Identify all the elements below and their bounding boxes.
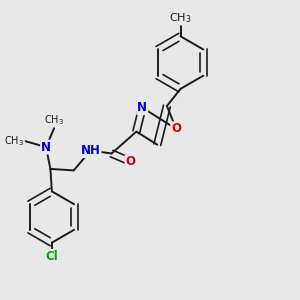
Text: O: O — [125, 155, 136, 168]
Text: Cl: Cl — [46, 250, 58, 263]
Text: CH$_3$: CH$_3$ — [44, 113, 64, 127]
Text: CH$_3$: CH$_3$ — [4, 134, 24, 148]
Text: N: N — [41, 141, 51, 154]
Text: CH$_3$: CH$_3$ — [169, 11, 192, 25]
Text: N: N — [137, 101, 147, 114]
Text: NH: NH — [81, 144, 100, 157]
Text: O: O — [171, 122, 181, 135]
